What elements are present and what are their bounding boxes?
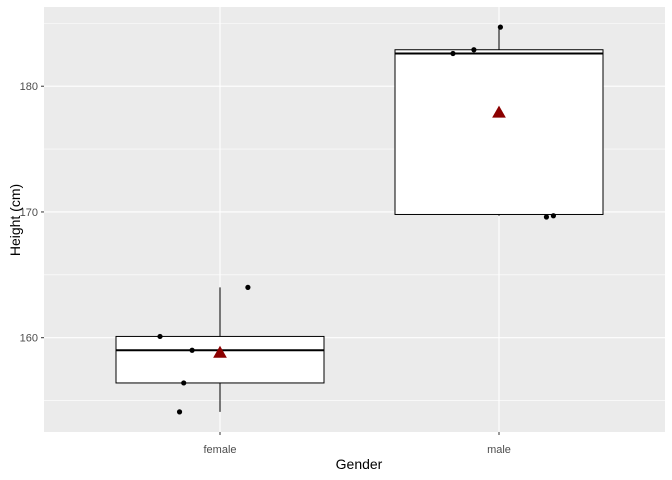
mean-marker-female — [213, 345, 227, 358]
data-points — [157, 24, 557, 415]
data-point-female — [181, 380, 187, 386]
x-tick-label-male: male — [487, 444, 511, 456]
x-axis-ticks: female male — [203, 432, 511, 456]
mean-markers — [213, 105, 506, 358]
y-tick-label: 180 — [20, 81, 38, 93]
y-axis-title: Height (cm) — [7, 184, 23, 256]
data-point-male — [543, 214, 550, 220]
box-male — [394, 27, 604, 216]
y-tick-label: 160 — [20, 333, 38, 345]
box-female — [115, 287, 325, 412]
data-point-male — [497, 24, 503, 30]
y-axis-ticks: 160 170 180 — [20, 81, 44, 345]
box-iqr — [115, 335, 325, 384]
boxes — [115, 27, 604, 412]
data-point-male — [471, 47, 477, 53]
data-point-female — [157, 333, 163, 340]
data-point-female — [189, 347, 195, 353]
data-point-female — [245, 284, 251, 290]
data-point-female — [176, 409, 183, 415]
y-tick-label: 170 — [20, 207, 38, 219]
data-point-male — [550, 213, 557, 219]
x-axis-title: Gender — [336, 456, 383, 472]
mean-marker-male — [492, 105, 506, 118]
data-point-male — [450, 50, 456, 57]
x-tick-label-female: female — [203, 444, 236, 456]
box-iqr — [394, 49, 604, 215]
